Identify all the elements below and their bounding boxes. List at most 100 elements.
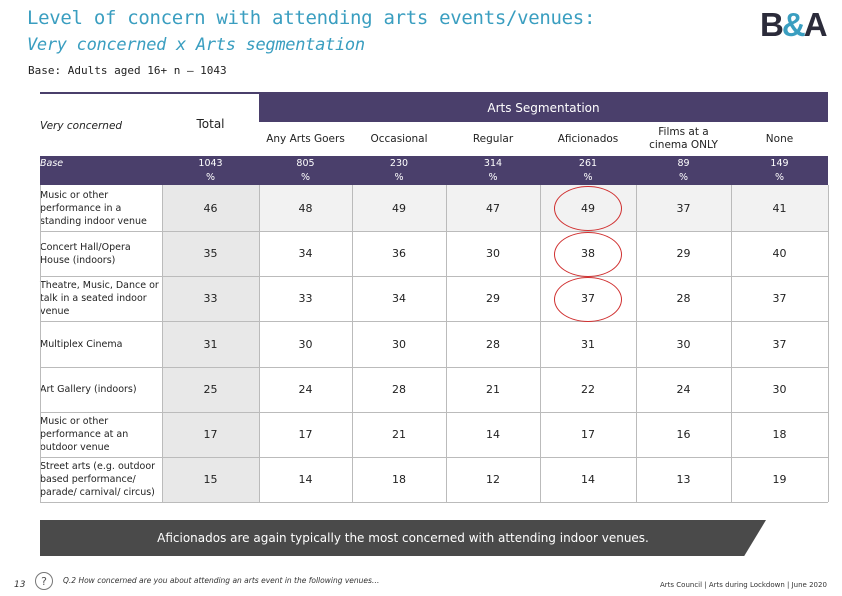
table-cell: 17	[298, 428, 313, 441]
table-cell: 48	[298, 201, 313, 215]
base-value: 230	[389, 157, 409, 169]
table-cell: 28	[392, 383, 406, 396]
table-cell: 37	[676, 201, 691, 215]
column-header: Films at a cinema ONLY	[649, 126, 718, 151]
column-divider	[636, 185, 637, 502]
table-cell: 18	[772, 428, 787, 441]
base-note: Base: Adults aged 16+ n – 1043	[28, 64, 227, 77]
total-column-shade	[162, 185, 259, 502]
table-cell: 34	[298, 247, 313, 260]
column-divider	[162, 185, 163, 502]
table-cell: 49	[392, 201, 406, 215]
row-divider	[40, 231, 828, 232]
row-label: Multiplex Cinema	[40, 338, 123, 350]
header-rule	[40, 92, 828, 94]
row-label: Theatre, Music, Dance or talk in a seate…	[40, 280, 159, 317]
table-cell: 30	[772, 383, 787, 396]
table-cell: 46	[203, 201, 218, 215]
base-value: 1043	[198, 157, 223, 169]
base-unit: %	[394, 171, 404, 183]
base-row-band	[40, 156, 828, 185]
corner-label: Very concerned	[40, 120, 123, 132]
table-cell: 47	[486, 201, 500, 215]
row-divider	[40, 412, 828, 413]
column-header: Occasional	[370, 132, 428, 145]
row-divider	[40, 276, 828, 277]
table-cell: 35	[203, 247, 218, 260]
base-value: 805	[296, 157, 315, 169]
table-cell: 29	[676, 247, 691, 260]
column-header: Any Arts Goers	[266, 132, 345, 145]
column-divider	[352, 185, 353, 502]
base-unit: %	[300, 171, 311, 183]
row-divider	[40, 321, 828, 322]
table-cell: 19	[772, 473, 787, 486]
table-cell: 18	[392, 473, 406, 486]
question-text: Q.2 How concerned are you about attendin…	[63, 576, 380, 585]
row-shade	[259, 185, 828, 231]
callout-banner: Aficionados are again typically the most…	[40, 520, 766, 556]
table-cell: 22	[581, 383, 595, 396]
table-cell: 37	[772, 292, 787, 305]
table-cell: 17	[581, 428, 595, 441]
table-cell: 21	[392, 428, 406, 441]
page-title: Level of concern with attending arts eve…	[27, 7, 596, 29]
table-cell: 24	[298, 383, 313, 396]
highlight-circle	[554, 231, 622, 277]
segment-title: Arts Segmentation	[487, 101, 600, 115]
table-cell: 21	[486, 383, 500, 396]
base-value: 314	[483, 157, 503, 169]
base-value: 261	[578, 157, 598, 169]
table-cell: 30	[676, 337, 691, 351]
page-number: 13	[14, 580, 26, 590]
base-unit: %	[488, 171, 498, 183]
column-divider	[446, 185, 447, 502]
row-divider	[40, 457, 828, 458]
column-divider	[828, 185, 829, 502]
table-cell: 33	[298, 292, 313, 305]
table-cell: 30	[392, 337, 406, 351]
highlight-circle	[554, 276, 622, 322]
table-cell: 28	[676, 292, 691, 305]
column-divider	[259, 185, 260, 502]
row-label: Music or other performance in a standing…	[40, 189, 147, 227]
row-label: Art Gallery (indoors)	[40, 384, 137, 395]
table-cell: 30	[298, 337, 313, 351]
table-cell: 41	[772, 201, 787, 215]
table-cell: 33	[203, 292, 218, 305]
table-cell: 15	[203, 473, 218, 486]
table-cell: 24	[676, 383, 691, 396]
table-cell: 31	[203, 337, 218, 351]
column-divider	[40, 185, 41, 502]
column-divider	[731, 185, 732, 502]
table-cell: 14	[486, 428, 500, 441]
row-divider	[40, 367, 828, 368]
table-cell: 16	[676, 428, 691, 441]
base-unit: %	[583, 171, 593, 183]
table-cell: 14	[298, 473, 313, 486]
question-icon: ?	[35, 572, 53, 590]
table-cell: 28	[486, 337, 500, 351]
page-subtitle: Very concerned x Arts segmentation	[27, 35, 365, 55]
table-cell: 36	[392, 247, 406, 260]
segment-header-band	[259, 94, 828, 122]
footer-credit: Arts Council | Arts during Lockdown | Ju…	[660, 581, 827, 589]
row-label: Street arts (e.g. outdoor based performa…	[40, 461, 156, 498]
column-header: None	[765, 132, 794, 145]
total-header: Total	[196, 117, 225, 131]
base-row-label: Base	[40, 157, 64, 169]
table-cell: 37	[772, 337, 787, 351]
table-cell: 12	[486, 473, 500, 486]
table-cell: 25	[203, 383, 218, 396]
table-cell: 13	[676, 473, 691, 486]
base-unit: %	[774, 171, 785, 183]
table-cell: 34	[392, 292, 406, 305]
base-value: 89	[677, 157, 690, 169]
column-header: Aficionados	[557, 132, 619, 145]
highlight-circle	[554, 186, 622, 231]
table-cell: 17	[203, 428, 218, 441]
table-cell: 40	[772, 247, 787, 260]
base-value: 149	[770, 157, 789, 169]
base-unit: %	[678, 171, 689, 183]
table-cell: 30	[486, 247, 500, 260]
